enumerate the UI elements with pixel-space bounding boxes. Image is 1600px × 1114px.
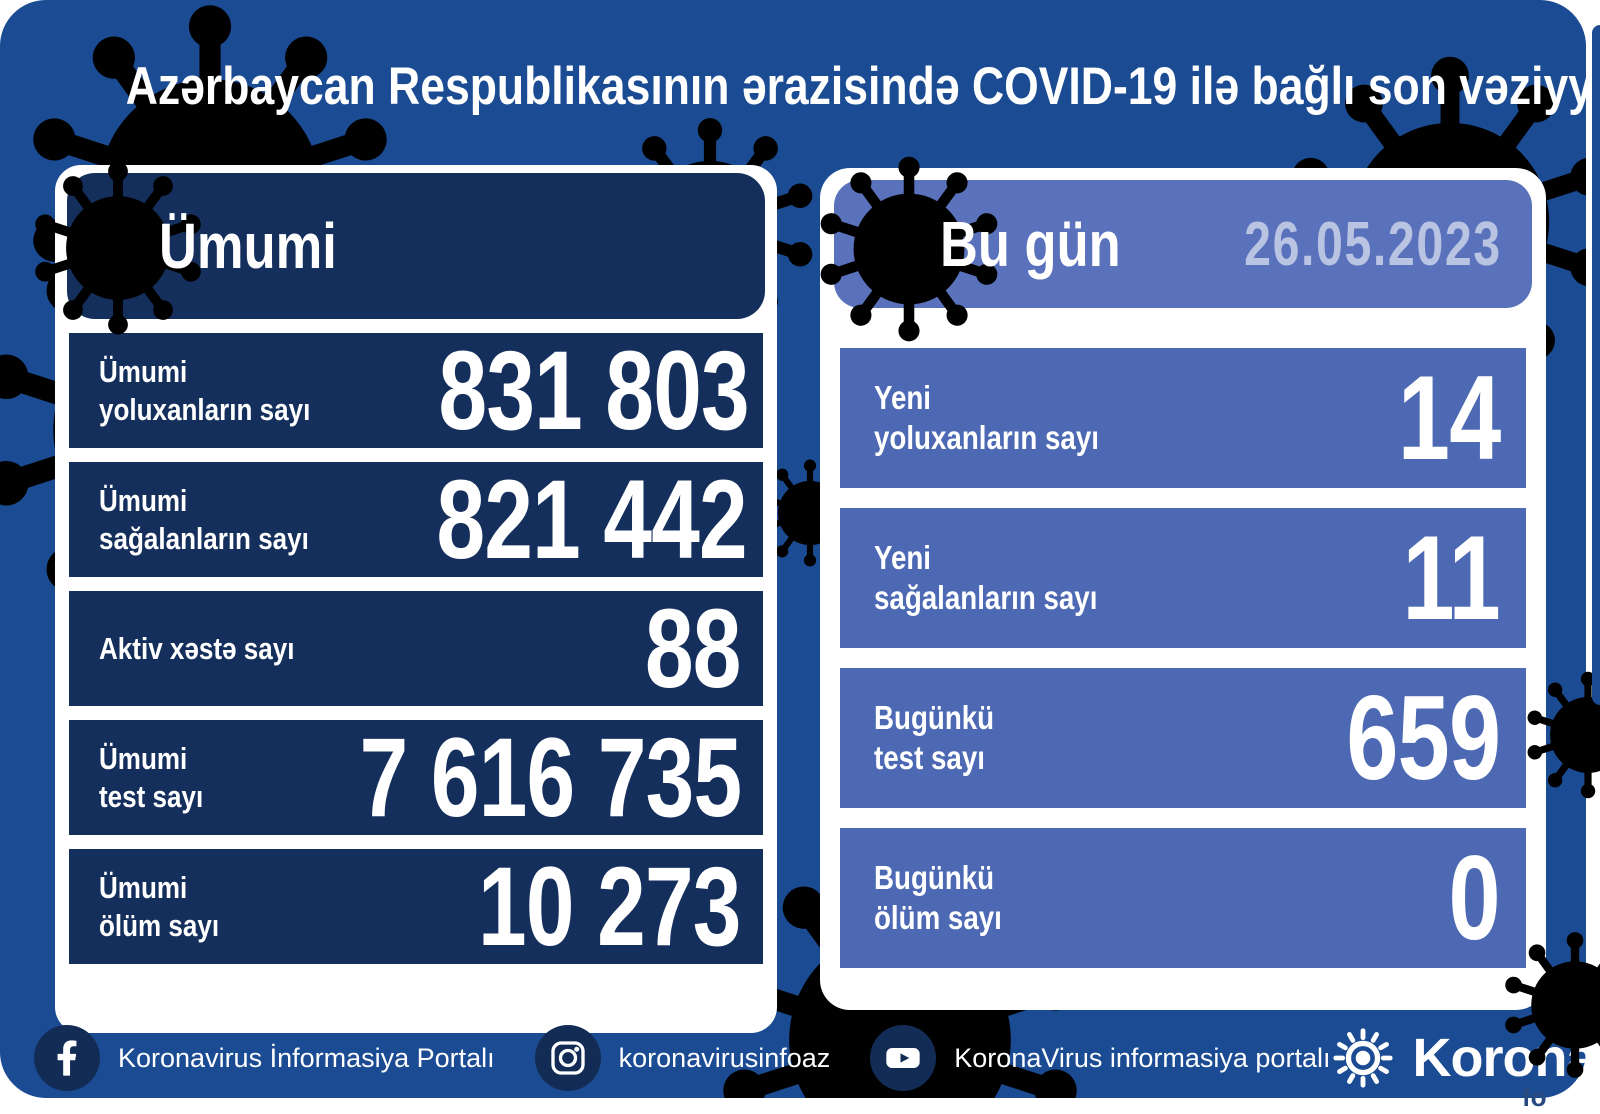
stat-row-total-recovered: Ümumi sağalanların sayı 821 442: [69, 462, 763, 577]
virus-decoration: [1525, 671, 1600, 799]
stat-row-today-deaths: Bugünkü ölüm sayı 0: [840, 828, 1526, 968]
stat-label: Ümumi ölüm sayı: [99, 869, 220, 943]
social-label: Koronavirus İnformasiya Portalı: [118, 1042, 495, 1073]
stat-label: Bugünkü test sayı: [874, 698, 995, 776]
stat-label: Ümumi sağalanların sayı: [99, 482, 309, 556]
stat-value: 0: [1448, 831, 1501, 965]
totals-panel: Ümumi Ümumi yoluxanların sayı 831 803 Üm…: [32, 161, 777, 1033]
report-date: 26.05.2023: [1244, 209, 1503, 279]
edge-text-fragment: fo: [1522, 1082, 1547, 1112]
totals-rows: Ümumi yoluxanların sayı 831 803 Ümumi sa…: [67, 333, 765, 964]
stat-row-new-infected: Yeni yoluxanların sayı 14: [840, 348, 1526, 488]
footer: Koronavirus İnformasiya Portalı koronavi…: [34, 1022, 1586, 1094]
stat-value: 821 442: [436, 456, 747, 582]
today-rows: Yeni yoluxanların sayı 14 Yeni sağalanla…: [834, 348, 1532, 968]
social-label: KoronaVirus informasiya portalı: [954, 1042, 1331, 1073]
virus-sun-icon: [1333, 1028, 1394, 1088]
stat-value: 7 616 735: [359, 714, 741, 840]
totals-panel-title: Ümumi: [159, 210, 337, 282]
social-youtube: KoronaVirus informasiya portalı: [870, 1025, 1330, 1091]
stat-row-new-recovered: Yeni sağalanların sayı 11: [840, 508, 1526, 648]
page-title: Azərbaycan Respublikasının ərazisində CO…: [125, 57, 1586, 116]
stat-row-total-tests: Ümumi test sayı 7 616 735: [69, 720, 763, 835]
stat-value: 88: [645, 585, 741, 711]
stat-label: Ümumi yoluxanların sayı: [99, 353, 311, 427]
stat-row-total-deaths: Ümumi ölüm sayı 10 273: [69, 849, 763, 964]
social-instagram: koronavirusinfoaz: [534, 1025, 831, 1091]
stat-value: 11: [1402, 511, 1501, 645]
stat-label: Yeni yoluxanların sayı: [874, 378, 1099, 456]
stat-row-active-cases: Aktiv xəstə sayı 88: [69, 591, 763, 706]
instagram-icon: [534, 1025, 601, 1091]
stat-label: Ümumi test sayı: [99, 740, 204, 814]
today-panel-header: Bu gün 26.05.2023: [817, 156, 1532, 342]
facebook-icon: [34, 1025, 100, 1091]
stat-value: 14: [1397, 351, 1500, 485]
stat-label: Yeni sağalanların sayı: [874, 538, 1098, 616]
stat-value: 659: [1346, 671, 1501, 805]
stat-value: 10 273: [478, 843, 741, 969]
totals-panel-header: Ümumi: [32, 161, 765, 335]
stat-label: Bugünkü ölüm sayı: [874, 858, 1002, 936]
stat-value: 831 803: [438, 327, 749, 453]
virus-decoration: [1503, 932, 1600, 1078]
stat-row-today-tests: Bugünkü test sayı 659: [840, 668, 1526, 808]
stat-row-total-infected: Ümumi yoluxanların sayı 831 803: [69, 333, 763, 448]
social-label: koronavirusinfoaz: [618, 1042, 831, 1073]
youtube-icon: [870, 1025, 937, 1091]
background-frame: Azərbaycan Respublikasının ərazisində CO…: [0, 0, 1586, 1098]
stat-label: Aktiv xəstə sayı: [99, 630, 295, 666]
social-facebook: Koronavirus İnformasiya Portalı: [34, 1025, 495, 1091]
today-panel-title: Bu gün: [940, 208, 1121, 280]
adjacent-frame-edge: [1592, 25, 1600, 705]
today-panel: Bu gün 26.05.2023 Yeni yoluxanların sayı…: [817, 156, 1546, 1010]
